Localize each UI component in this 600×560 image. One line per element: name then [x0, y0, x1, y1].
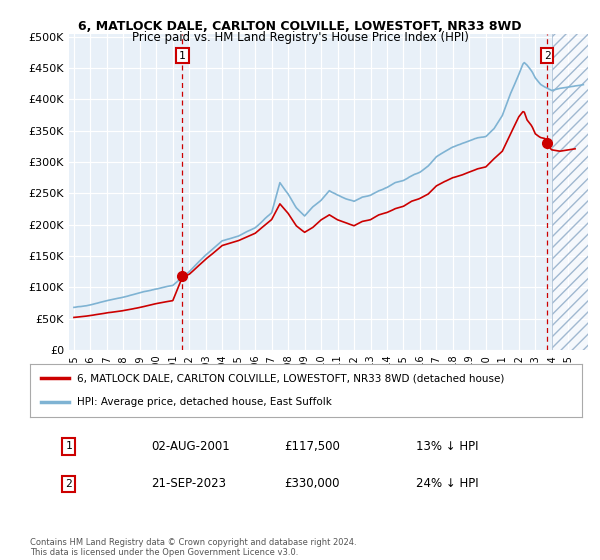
Text: 13% ↓ HPI: 13% ↓ HPI: [416, 440, 479, 452]
Text: Contains HM Land Registry data © Crown copyright and database right 2024.
This d: Contains HM Land Registry data © Crown c…: [30, 538, 356, 557]
Text: Price paid vs. HM Land Registry's House Price Index (HPI): Price paid vs. HM Land Registry's House …: [131, 31, 469, 44]
Text: 1: 1: [179, 50, 186, 60]
Text: 21-SEP-2023: 21-SEP-2023: [151, 477, 226, 491]
Text: 24% ↓ HPI: 24% ↓ HPI: [416, 477, 479, 491]
Text: £117,500: £117,500: [284, 440, 340, 452]
Text: 2: 2: [544, 50, 551, 60]
Text: £330,000: £330,000: [284, 477, 340, 491]
Text: 1: 1: [65, 441, 72, 451]
Text: 6, MATLOCK DALE, CARLTON COLVILLE, LOWESTOFT, NR33 8WD: 6, MATLOCK DALE, CARLTON COLVILLE, LOWES…: [78, 20, 522, 32]
Text: HPI: Average price, detached house, East Suffolk: HPI: Average price, detached house, East…: [77, 397, 332, 407]
Text: 2: 2: [65, 479, 72, 489]
Text: 6, MATLOCK DALE, CARLTON COLVILLE, LOWESTOFT, NR33 8WD (detached house): 6, MATLOCK DALE, CARLTON COLVILLE, LOWES…: [77, 374, 504, 384]
Text: 02-AUG-2001: 02-AUG-2001: [151, 440, 230, 452]
